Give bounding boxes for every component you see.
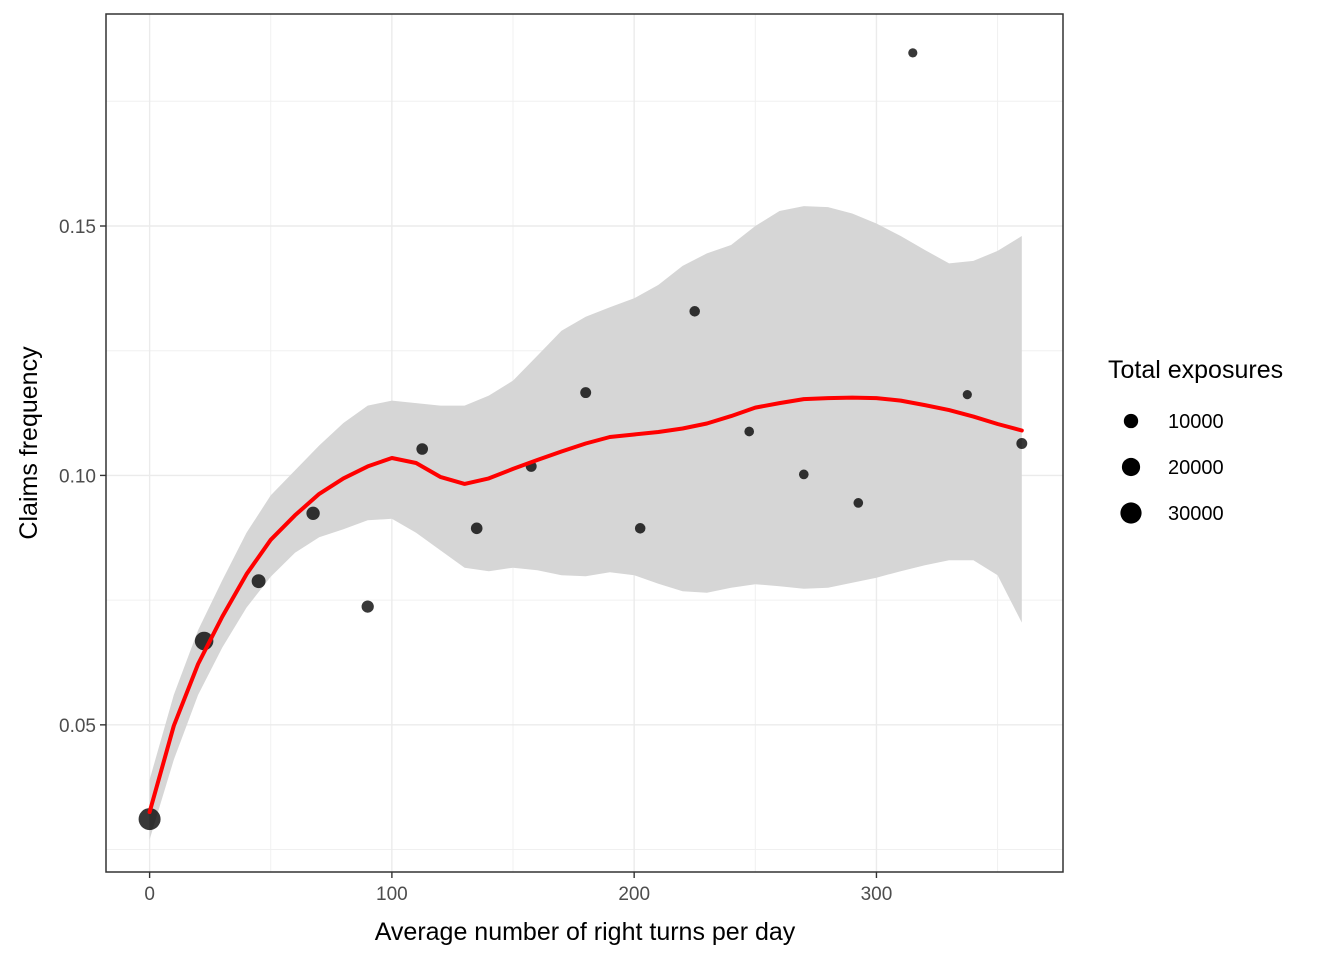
data-point (1016, 438, 1028, 449)
y-tick-label: 0.10 (59, 466, 96, 487)
y-axis-title: Claims frequency (15, 346, 43, 540)
smooth-line (147, 395, 1024, 815)
x-axis-title: Average number of right turns per day (375, 918, 796, 946)
data-point (853, 498, 864, 508)
legend-label: 10000 (1168, 411, 1224, 433)
confidence-band (149, 206, 1022, 840)
data-point (416, 443, 429, 455)
legend-key (1120, 502, 1142, 524)
legend-label: 20000 (1168, 457, 1224, 479)
data-point (689, 306, 700, 317)
data-point (962, 390, 972, 400)
data-point (361, 600, 374, 613)
x-tick-label: 100 (376, 884, 408, 905)
legend: Total exposures 10000 20000 30000 (1108, 356, 1283, 525)
y-axis: 0.05 0.10 0.15 (59, 217, 106, 737)
legend-key (1123, 413, 1139, 429)
legend-entries: 10000 20000 30000 (1120, 411, 1224, 525)
legend-key (1121, 457, 1141, 477)
legend-title: Total exposures (1108, 356, 1283, 384)
data-point (744, 426, 755, 437)
x-tick-label: 200 (618, 884, 650, 905)
data-point (580, 387, 592, 399)
plot-border (105, 13, 1064, 873)
legend-label: 30000 (1168, 503, 1224, 525)
data-point (634, 523, 646, 534)
x-tick-label: 0 (144, 884, 155, 905)
data-point (251, 574, 266, 589)
data-point (470, 522, 483, 535)
x-axis: 0 100 200 300 (144, 872, 892, 905)
data-point (798, 469, 809, 480)
x-tick-label: 300 (861, 884, 893, 905)
data-point (306, 506, 320, 520)
data-point (908, 48, 918, 58)
y-tick-label: 0.05 (59, 716, 96, 737)
data-point (138, 808, 161, 831)
y-tick-label: 0.15 (59, 217, 96, 238)
data-points (138, 48, 1028, 831)
